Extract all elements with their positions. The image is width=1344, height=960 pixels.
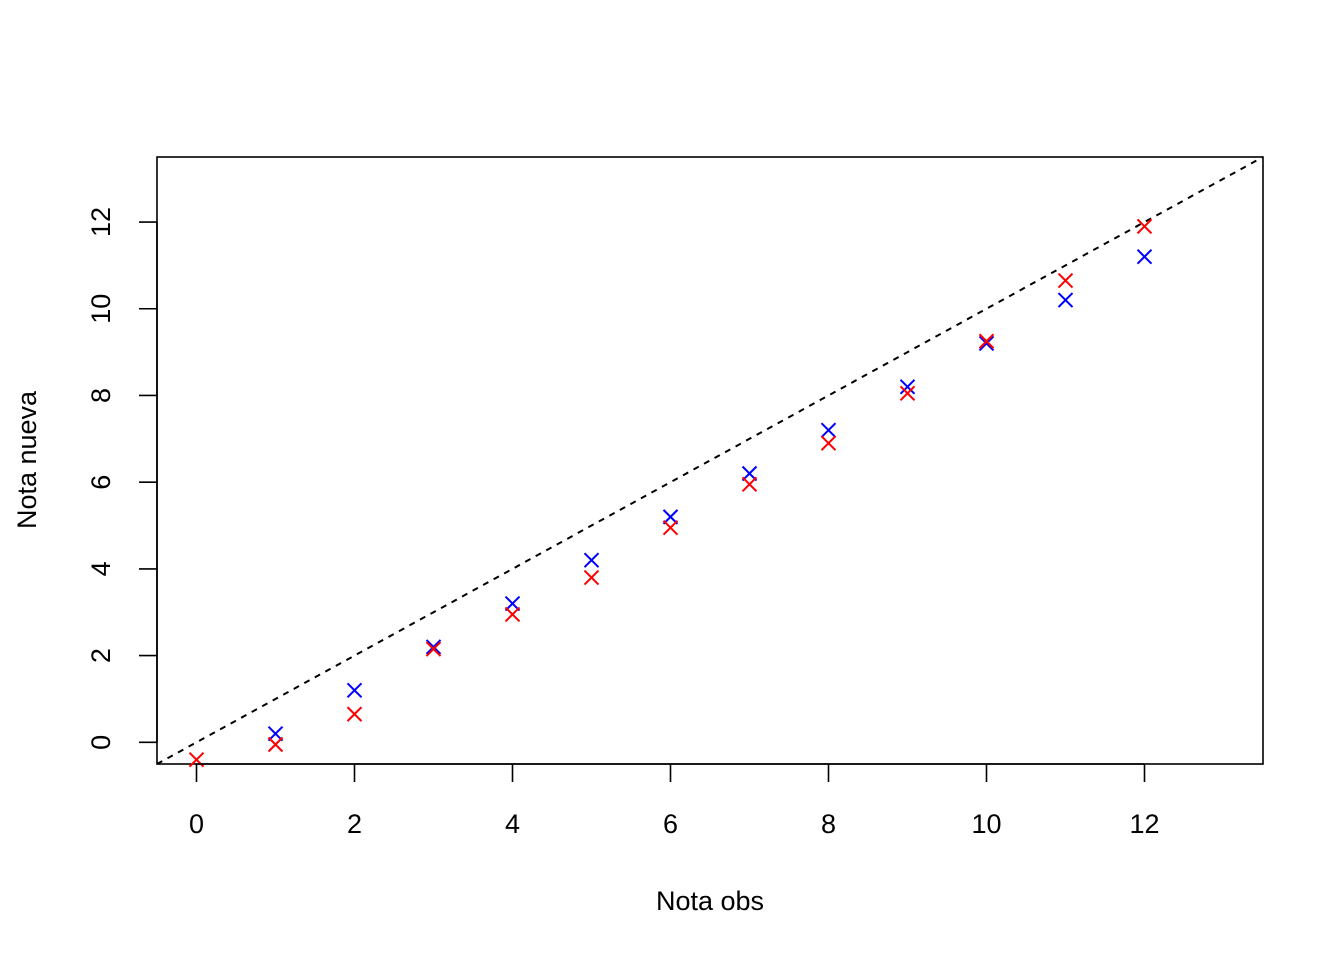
y-tick-label: 6 [86, 475, 116, 490]
y-tick-label: 12 [86, 207, 116, 237]
data-point [741, 476, 758, 493]
data-point [1136, 249, 1153, 265]
series-1 [188, 218, 1153, 768]
y-tick-label: 4 [86, 561, 116, 576]
points-layer [188, 218, 1153, 768]
x-tick-label: 12 [1129, 809, 1159, 839]
data-point [899, 379, 916, 395]
y-tick-label: 10 [86, 294, 116, 324]
y-axis: 0 2 4 6 8 10 12 [86, 207, 158, 750]
data-point [820, 422, 837, 438]
data-point [1057, 292, 1074, 308]
x-tick-label: 0 [189, 809, 204, 839]
reference-line [156, 156, 1264, 765]
data-point [504, 595, 521, 612]
data-point [425, 641, 442, 657]
data-point [267, 736, 284, 753]
data-point [583, 552, 600, 568]
data-point [346, 682, 363, 698]
data-point [662, 519, 679, 536]
x-tick-label: 6 [663, 809, 678, 839]
x-tick-label: 4 [505, 809, 520, 839]
y-axis-label: Nota nueva [12, 390, 42, 529]
x-tick-label: 2 [347, 809, 362, 839]
x-tick-label: 8 [821, 809, 836, 839]
data-point [820, 435, 837, 451]
data-point [1057, 272, 1074, 289]
y-tick-label: 2 [86, 648, 116, 663]
data-point [267, 725, 284, 742]
data-point [741, 465, 758, 482]
data-point [662, 509, 679, 525]
data-point [978, 333, 995, 349]
data-point [504, 606, 521, 623]
data-point [1136, 218, 1153, 235]
y-tick-label: 0 [86, 735, 116, 750]
data-point [899, 385, 916, 402]
series-0 [267, 249, 1153, 742]
data-point [425, 639, 442, 655]
data-point [583, 569, 600, 586]
x-axis-label: Nota obs [656, 886, 764, 916]
x-axis: 0 2 4 6 8 10 12 [189, 763, 1160, 839]
y-tick-label: 8 [86, 388, 116, 403]
data-point [346, 706, 363, 722]
x-tick-label: 10 [971, 809, 1001, 839]
data-point [978, 335, 995, 352]
reference-line-layer [156, 156, 1264, 765]
